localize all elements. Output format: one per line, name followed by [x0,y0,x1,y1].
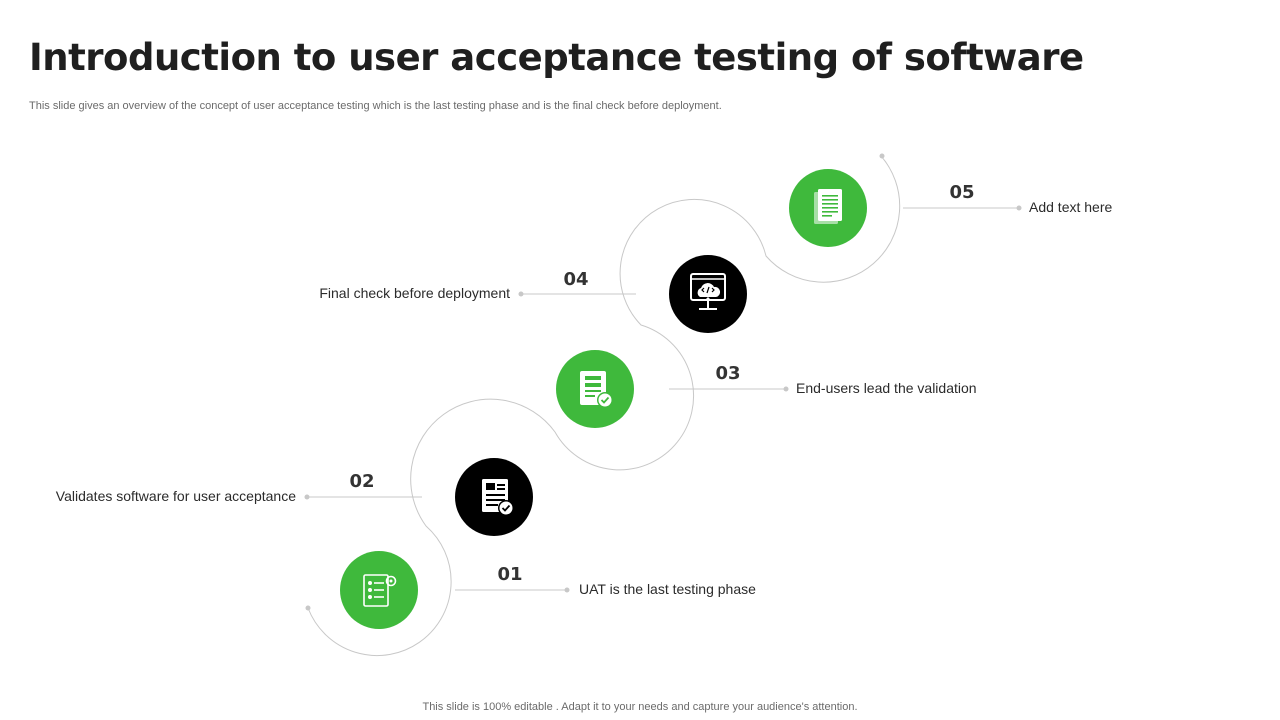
leader-line-01 [455,587,570,593]
document-check-icon [482,479,514,516]
connector-path [307,155,901,657]
leader-line-04 [518,291,636,297]
checklist-icon [363,574,397,607]
step-label-03: End-users lead the validation [796,380,977,396]
leader-line-02 [304,494,422,500]
page-title: Introduction to user acceptance testing … [29,36,1084,79]
leader-line-05 [903,205,1022,211]
step-number-03: 03 [715,363,741,384]
step-label-02: Validates software for user acceptance [55,488,296,504]
step-number-05: 05 [949,182,975,203]
document-icon [814,189,842,224]
leader-line-03 [669,386,789,392]
step-number-01: 01 [497,564,523,585]
step-label-05: Add text here [1029,199,1113,215]
footer-note: This slide is 100% editable . Adapt it t… [422,701,858,713]
path-end-dot [879,153,885,159]
step-number-02: 02 [349,471,375,492]
form-check-icon [580,371,613,408]
step-label-01: UAT is the last testing phase [579,581,756,597]
step-label-04: Final check before deployment [319,285,510,301]
path-start-dot [305,605,311,611]
cloud-code-monitor-icon [690,273,726,310]
step-number-04: 04 [563,269,589,290]
page-subtitle: This slide gives an overview of the conc… [29,100,722,112]
